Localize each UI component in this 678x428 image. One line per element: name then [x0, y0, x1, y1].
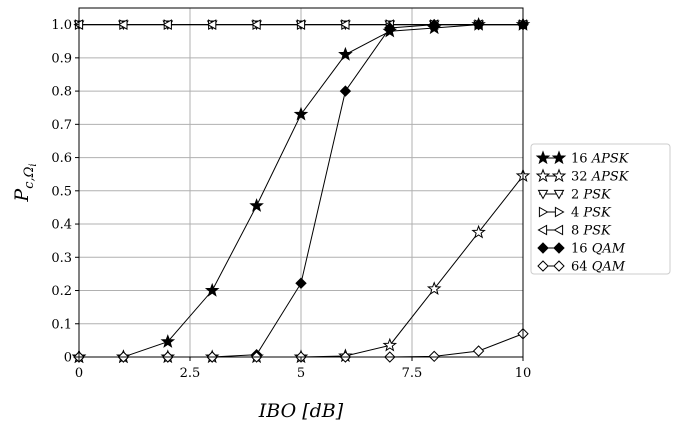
data-point-16-qam [339, 85, 352, 97]
y-tick-label: 0 [64, 351, 72, 366]
y-tick-label: 0.8 [51, 85, 72, 100]
y-tick-label: 0.9 [51, 51, 72, 66]
y-axis-label-text: Pc,Ωi [11, 163, 39, 202]
data-point-16-apsk [293, 106, 309, 121]
data-point-16-apsk [204, 282, 220, 297]
legend-marker [553, 189, 565, 200]
legend-item-4-psk: 4 PSK [538, 206, 612, 221]
legend-marker [551, 168, 567, 183]
y-tick-label: 0.3 [51, 251, 72, 266]
y-tick-label: 1.0 [51, 18, 72, 33]
legend-marker [535, 168, 551, 183]
data-point-16-qam [428, 18, 440, 31]
grid-lines [78, 8, 524, 358]
data-point-8-psk [339, 19, 350, 30]
legend-marker [537, 189, 549, 200]
data-point-8-psk [206, 19, 217, 30]
x-tick-label: 2.5 [180, 366, 201, 381]
data-point-16-qam [295, 277, 307, 289]
legend-marker [553, 242, 565, 254]
legend-item-16-qam: 16 QAM [537, 242, 626, 257]
x-tick-label: 7.5 [402, 366, 423, 381]
legend-item-16-apsk: 16 APSK [535, 150, 630, 167]
legend-label: 64 QAM [571, 260, 626, 275]
legend-marker [553, 260, 565, 272]
y-tick-label: 0.2 [51, 284, 72, 299]
data-point-8-psk [295, 19, 306, 30]
legend-box [530, 143, 671, 275]
data-point-64-qam [472, 345, 485, 357]
y-tick-label: 0.4 [51, 218, 72, 233]
data-point-32-apsk [471, 224, 486, 239]
legend-item-2-psk: 2 PSK [537, 188, 612, 203]
legend-item-32-apsk: 32 APSK [535, 168, 630, 185]
data-point-64-qam [428, 350, 440, 363]
legend-item-8-psk: 8 PSK [537, 224, 612, 239]
legend-label: 2 PSK [571, 188, 612, 203]
x-tick-label: 10 [515, 366, 532, 381]
legend: 16 APSK 32 APSK 2 PSK 4 PSK 8 PSK 16 QAM 64 QA… [530, 143, 671, 275]
data-point-32-apsk [382, 337, 398, 352]
data-point-16-qam [384, 22, 396, 34]
legend-marker [538, 206, 549, 218]
legend-marker [537, 224, 548, 236]
y-tick-label: 0.6 [51, 151, 72, 166]
data-point-16-apsk [338, 46, 353, 61]
data-point-8-psk [117, 19, 128, 30]
data-point-16-apsk [160, 334, 176, 348]
legend-label: 8 PSK [571, 224, 612, 239]
legend-item-64-qam: 64 QAM [537, 260, 626, 275]
y-axis-label: Pc,Ωi [11, 163, 39, 202]
legend-label: 16 QAM [571, 242, 626, 257]
data-point-8-psk [251, 19, 261, 30]
legend-label: 32 APSK [571, 170, 630, 185]
y-tick-label: 0.5 [51, 184, 72, 199]
data-point-16-qam [472, 18, 485, 31]
x-axis-label: IBO [dB] [258, 400, 344, 422]
legend-marker [537, 260, 549, 272]
legend-marker [535, 150, 551, 165]
axis-ticks: 0 2.5 5 7.5 10 0 0.1 0.2 0.3 0.4 0.5 0.6 0.7 0.8 0.9 1.… [51, 18, 531, 381]
legend-marker [553, 224, 564, 236]
x-tick-label: 5 [297, 366, 305, 381]
legend-label: 16 APSK [571, 152, 630, 167]
legend-marker [551, 150, 567, 165]
y-tick-label: 0.1 [51, 317, 72, 332]
y-tick-label: 0.7 [51, 118, 72, 133]
legend-label: 4 PSK [571, 206, 612, 221]
x-tick-label: 0 [75, 366, 83, 381]
legend-marker [537, 242, 549, 254]
data-point-16-apsk [249, 198, 264, 212]
data-point-8-psk [162, 19, 172, 30]
data-point-32-apsk [426, 281, 442, 296]
legend-marker [554, 206, 565, 218]
